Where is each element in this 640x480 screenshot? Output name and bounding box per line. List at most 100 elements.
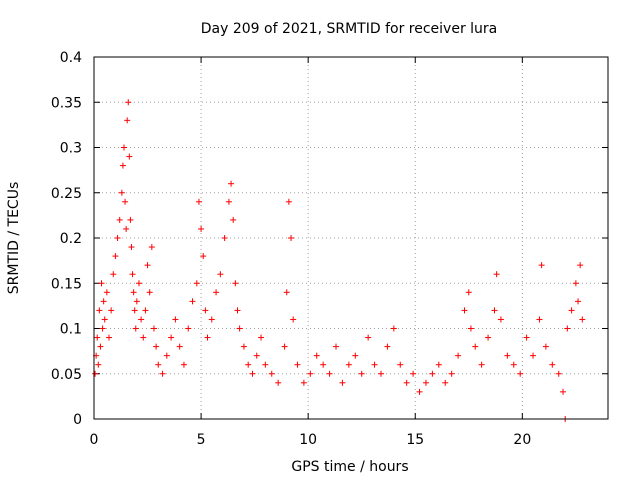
plot-frame <box>93 56 609 420</box>
data-point <box>116 216 123 223</box>
data-point <box>268 370 275 377</box>
data-point <box>320 361 327 368</box>
data-point <box>144 262 151 269</box>
x-tick-label: 15 <box>406 432 424 448</box>
data-point <box>150 325 157 332</box>
data-point <box>358 370 365 377</box>
data-point <box>249 370 256 377</box>
y-tick-label: 0.1 <box>60 322 82 338</box>
data-point <box>497 316 504 323</box>
x-axis-label: GPS time / hours <box>291 459 408 475</box>
data-point <box>163 352 170 359</box>
x-tick-label: 0 <box>90 432 99 448</box>
data-point <box>258 334 265 341</box>
data-point <box>204 334 211 341</box>
data-point <box>504 352 511 359</box>
x-tick-label: 20 <box>513 432 531 448</box>
data-point <box>217 271 224 278</box>
data-point <box>148 244 155 251</box>
data-point <box>140 334 147 341</box>
data-point <box>422 379 429 386</box>
data-point <box>114 235 121 241</box>
data-point <box>313 352 320 359</box>
data-point <box>225 198 232 205</box>
data-point <box>180 361 187 368</box>
data-point <box>95 361 102 368</box>
data-point <box>555 370 562 377</box>
data-point <box>429 370 436 377</box>
data-point <box>300 379 307 386</box>
data-point <box>523 334 530 341</box>
data-point <box>262 361 269 368</box>
data-point <box>119 162 126 169</box>
data-point <box>176 343 183 350</box>
data-point <box>153 343 160 350</box>
data-point <box>155 361 162 368</box>
data-point <box>572 280 579 287</box>
data-point <box>339 379 346 386</box>
data-point <box>172 316 179 323</box>
y-tick-label: 0.4 <box>60 50 82 66</box>
data-point <box>326 370 333 377</box>
data-point <box>333 343 340 350</box>
data-point <box>198 225 205 232</box>
data-point <box>245 361 252 368</box>
data-point <box>127 216 134 223</box>
data-point <box>253 352 260 359</box>
data-point <box>517 370 524 377</box>
data-point <box>133 298 140 305</box>
data-point <box>103 289 110 296</box>
data-point <box>232 280 239 287</box>
x-tick-label: 10 <box>299 432 317 448</box>
data-point <box>416 388 423 395</box>
data-point <box>493 271 500 278</box>
data-point <box>384 343 391 350</box>
data-point <box>195 198 202 205</box>
data-point <box>128 244 135 251</box>
data-point <box>478 361 485 368</box>
y-tick-label: 0.25 <box>51 186 82 202</box>
data-point <box>560 388 567 395</box>
data-point <box>112 253 119 260</box>
data-point <box>130 289 137 296</box>
data-point <box>94 334 101 341</box>
data-marks <box>92 99 586 422</box>
data-point <box>579 316 586 323</box>
y-tick-label: 0.05 <box>51 367 82 383</box>
chart-title: Day 209 of 2021, SRMTID for receiver lur… <box>201 21 498 37</box>
x-tick-label: 5 <box>197 432 206 448</box>
data-point <box>472 343 479 350</box>
data-point <box>118 189 125 196</box>
data-point <box>105 334 112 341</box>
data-point <box>285 198 292 205</box>
data-point <box>92 370 99 377</box>
data-point <box>485 334 492 341</box>
data-point <box>283 289 290 296</box>
data-point <box>403 379 410 386</box>
y-tick-label: 0 <box>73 412 82 428</box>
data-point <box>236 325 243 332</box>
data-point <box>294 361 301 368</box>
data-point <box>290 316 297 323</box>
y-axis-label: SRMTID / TECUs <box>6 182 22 295</box>
data-point <box>410 370 417 377</box>
data-point <box>168 334 175 341</box>
data-point <box>281 343 288 350</box>
data-point <box>221 235 228 241</box>
data-point <box>575 298 582 305</box>
data-point <box>352 352 359 359</box>
data-point <box>131 307 138 314</box>
data-point <box>100 298 107 305</box>
data-point <box>538 262 545 269</box>
data-point <box>129 271 136 278</box>
data-point <box>96 307 103 314</box>
data-point <box>146 289 153 296</box>
data-point <box>465 289 472 296</box>
y-tick-label: 0.2 <box>60 231 82 247</box>
grid <box>94 57 608 419</box>
data-point <box>126 153 133 160</box>
data-point <box>577 262 584 269</box>
data-point <box>122 198 129 205</box>
y-tick-label: 0.3 <box>60 141 82 157</box>
